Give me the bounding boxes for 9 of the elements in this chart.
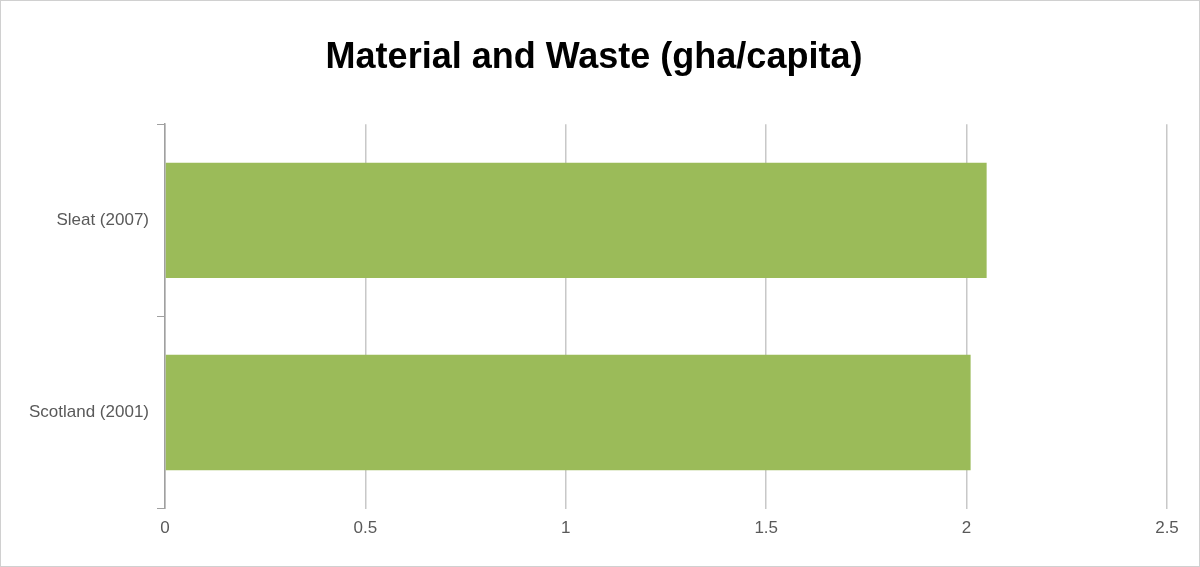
x-tick-label: 2 [961, 518, 972, 538]
x-tick-label: 1.5 [754, 518, 779, 538]
x-tick-label: 0.5 [353, 518, 378, 538]
y-tick-label: Sleat (2007) [56, 209, 150, 229]
x-tick-label: 2.5 [1155, 518, 1179, 538]
chart-title: Material and Waste (gha/capita) [325, 34, 863, 76]
x-tick-label: 0 [160, 518, 170, 538]
x-tick-label: 1 [561, 518, 571, 538]
y-tick-label: Scotland (2001) [28, 402, 150, 422]
